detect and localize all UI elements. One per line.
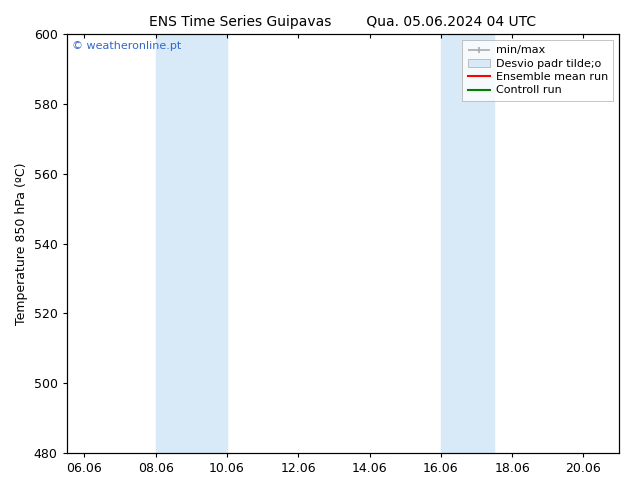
Y-axis label: Temperature 850 hPa (ºC): Temperature 850 hPa (ºC) [15, 162, 28, 325]
Bar [156, 34, 227, 453]
Text: © weatheronline.pt: © weatheronline.pt [72, 41, 181, 50]
Title: ENS Time Series Guipavas        Qua. 05.06.2024 04 UTC: ENS Time Series Guipavas Qua. 05.06.2024… [149, 15, 536, 29]
Legend: min/max, Desvio padr tilde;o, Ensemble mean run, Controll run: min/max, Desvio padr tilde;o, Ensemble m… [462, 40, 614, 101]
Bar [441, 34, 495, 453]
